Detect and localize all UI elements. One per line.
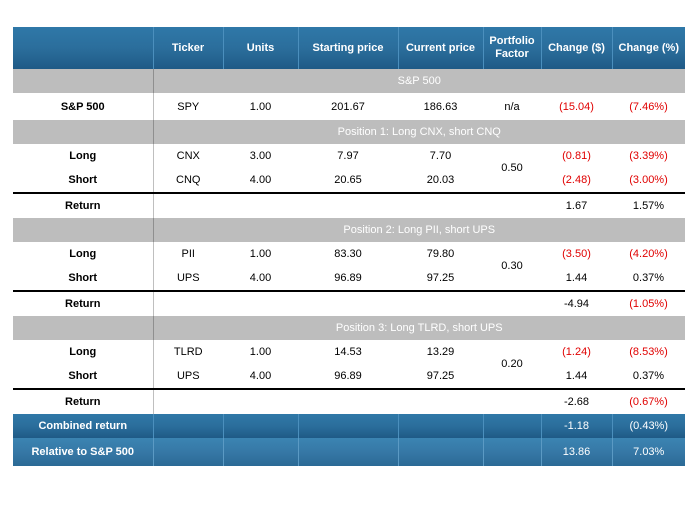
change-dollar-cell: 1.44 <box>541 364 612 389</box>
table-row-benchmark: S&P 500 SPY 1.00 201.67 186.63 n/a (15.0… <box>13 93 685 120</box>
current-price-cell: 7.70 <box>398 144 483 168</box>
current-price-cell: 186.63 <box>398 93 483 120</box>
starting-price-cell: 20.65 <box>298 168 398 193</box>
change-dollar-cell: 1.44 <box>541 266 612 291</box>
ticker-cell: CNX <box>153 144 223 168</box>
change-dollar-cell: 1.67 <box>541 192 612 218</box>
change-pct-cell: 0.37% <box>612 364 685 389</box>
table-row-relative-sp500: Relative to S&P 500 13.86 7.03% <box>13 438 685 466</box>
header-units: Units <box>222 27 298 69</box>
row-label: Return <box>13 388 154 414</box>
change-dollar-cell: (0.81) <box>541 144 612 168</box>
row-label: Long <box>13 340 154 364</box>
table-row-long: Long TLRD 1.00 14.53 13.29 0.20 (1.24) (… <box>13 340 685 389</box>
ticker-cell: UPS <box>153 364 223 389</box>
row-label: Long <box>13 144 154 168</box>
ticker-cell: CNQ <box>153 168 223 193</box>
row-label: Return <box>13 290 154 316</box>
change-dollar-cell: (3.50) <box>541 242 612 266</box>
table-row-return: Return -2.68 (0.67%) <box>13 388 685 414</box>
section-title: Position 1: Long CNX, short CNQ <box>153 120 685 144</box>
starting-price-cell: 96.89 <box>298 266 398 291</box>
units-cell: 4.00 <box>223 364 298 389</box>
table-row-short: Short CNQ 4.00 20.65 20.03 (2.48) (3.00%… <box>13 168 685 193</box>
table-row-return: Return -4.94 (1.05%) <box>13 290 685 316</box>
header-starting-price: Starting price <box>297 27 398 69</box>
section-title: Position 3: Long TLRD, short UPS <box>153 316 685 340</box>
portfolio-table: Ticker Units Starting price Current pric… <box>13 27 685 466</box>
current-price-cell: 79.80 <box>398 242 483 266</box>
change-dollar-cell: (2.48) <box>541 168 612 193</box>
current-price-cell: 97.25 <box>398 266 483 291</box>
ticker-cell: SPY <box>153 93 223 120</box>
row-label: Short <box>13 168 154 193</box>
header-portfolio-factor: Portfolio Factor <box>482 27 541 69</box>
change-pct-cell: (1.05%) <box>612 290 685 316</box>
header-ticker: Ticker <box>152 27 223 69</box>
starting-price-cell: 83.30 <box>298 242 398 266</box>
row-label: S&P 500 <box>13 93 154 120</box>
ticker-cell: UPS <box>153 266 223 291</box>
section-row-position-3: Position 3: Long TLRD, short UPS <box>13 316 685 340</box>
current-price-cell: 20.03 <box>398 168 483 193</box>
section-row-position-2: Position 2: Long PII, short UPS <box>13 218 685 242</box>
change-pct-cell: (0.43%) <box>611 414 685 438</box>
row-label: Short <box>13 364 154 389</box>
starting-price-cell: 96.89 <box>298 364 398 389</box>
change-pct-cell: 0.37% <box>612 266 685 291</box>
current-price-cell: 97.25 <box>398 364 483 389</box>
row-label: Short <box>13 266 154 291</box>
header-current-price: Current price <box>397 27 483 69</box>
units-cell: 4.00 <box>223 168 298 193</box>
row-label: Relative to S&P 500 <box>13 438 153 466</box>
change-pct-cell: (0.67%) <box>612 388 685 414</box>
header-change-pct: Change (%) <box>611 27 685 69</box>
factor-cell: n/a <box>483 93 541 120</box>
units-cell: 3.00 <box>223 144 298 168</box>
table-row-long: Long PII 1.00 83.30 79.80 0.30 (3.50) (4… <box>13 242 685 291</box>
change-pct-cell: (3.39%) <box>612 144 685 168</box>
change-dollar-cell: -1.18 <box>540 414 612 438</box>
change-pct-cell: 1.57% <box>612 192 685 218</box>
units-cell: 4.00 <box>223 266 298 291</box>
change-dollar-cell: 13.86 <box>540 438 612 466</box>
factor-cell: 0.30 <box>483 242 541 291</box>
table-row-return: Return 1.67 1.57% <box>13 192 685 218</box>
change-dollar-cell: (1.24) <box>541 340 612 364</box>
header-row: Ticker Units Starting price Current pric… <box>13 27 685 69</box>
ticker-cell: PII <box>153 242 223 266</box>
row-label: Return <box>13 192 154 218</box>
factor-cell: 0.20 <box>483 340 541 389</box>
change-pct-cell: (7.46%) <box>612 93 685 120</box>
row-label: Combined return <box>13 414 153 438</box>
change-pct-cell: 7.03% <box>611 438 685 466</box>
section-title: Position 2: Long PII, short UPS <box>153 218 685 242</box>
section-row-position-1: Position 1: Long CNX, short CNQ <box>13 120 685 144</box>
change-dollar-cell: -2.68 <box>541 388 612 414</box>
row-label: Long <box>13 242 154 266</box>
starting-price-cell: 201.67 <box>298 93 398 120</box>
factor-cell: 0.50 <box>483 144 541 193</box>
starting-price-cell: 14.53 <box>298 340 398 364</box>
section-title: S&P 500 <box>153 69 685 93</box>
table-row-long: Long CNX 3.00 7.97 7.70 0.50 (0.81) (3.3… <box>13 144 685 193</box>
table-row-combined-return: Combined return -1.18 (0.43%) <box>13 414 685 438</box>
change-dollar-cell: (15.04) <box>541 93 612 120</box>
table-row-short: Short UPS 4.00 96.89 97.25 1.44 0.37% <box>13 364 685 389</box>
header-change-dollar: Change ($) <box>540 27 612 69</box>
section-row-sp500: S&P 500 <box>13 69 685 93</box>
change-pct-cell: (8.53%) <box>612 340 685 364</box>
change-pct-cell: (4.20%) <box>612 242 685 266</box>
change-pct-cell: (3.00%) <box>612 168 685 193</box>
units-cell: 1.00 <box>223 242 298 266</box>
change-dollar-cell: -4.94 <box>541 290 612 316</box>
units-cell: 1.00 <box>223 340 298 364</box>
units-cell: 1.00 <box>223 93 298 120</box>
current-price-cell: 13.29 <box>398 340 483 364</box>
table-row-short: Short UPS 4.00 96.89 97.25 1.44 0.37% <box>13 266 685 291</box>
ticker-cell: TLRD <box>153 340 223 364</box>
starting-price-cell: 7.97 <box>298 144 398 168</box>
header-blank <box>13 27 153 69</box>
